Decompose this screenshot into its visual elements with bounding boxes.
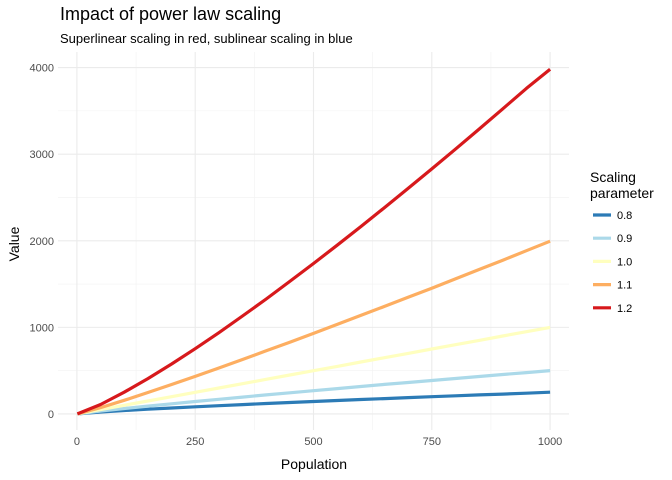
y-axis-ticks: 0 1000 2000 3000 4000 bbox=[30, 63, 54, 421]
x-axis-ticks: 0 250 500 750 1000 bbox=[74, 436, 562, 448]
legend-title-line-2: parameter bbox=[590, 185, 654, 201]
y-tick-label: 4000 bbox=[30, 63, 54, 75]
y-tick-label: 2000 bbox=[30, 236, 54, 248]
series-line-1.1 bbox=[76, 239, 551, 416]
series-line-0.8 bbox=[77, 390, 551, 416]
y-axis-title: Value bbox=[6, 226, 22, 261]
y-tick-label: 3000 bbox=[30, 149, 54, 161]
legend-title: Scaling parameter bbox=[590, 169, 654, 201]
legend-title-line-1: Scaling bbox=[590, 169, 636, 185]
y-tick-label: 0 bbox=[48, 409, 54, 421]
series-line-1.0 bbox=[77, 325, 551, 416]
legend-label-1.1: 1.1 bbox=[617, 280, 632, 292]
series-lines bbox=[76, 67, 552, 416]
legend-label-1.2: 1.2 bbox=[617, 303, 632, 315]
legend-label-0.9: 0.9 bbox=[617, 233, 632, 245]
legend: Scaling parameter 0.8 0.9 1.0 1.1 1.2 bbox=[590, 169, 654, 315]
chart-title: Impact of power law scaling bbox=[60, 4, 282, 24]
x-tick-label: 250 bbox=[186, 436, 204, 448]
legend-label-0.8: 0.8 bbox=[617, 210, 632, 222]
x-tick-label: 1000 bbox=[538, 436, 562, 448]
x-tick-label: 0 bbox=[74, 436, 80, 448]
y-tick-label: 1000 bbox=[30, 322, 54, 334]
x-tick-label: 750 bbox=[423, 436, 441, 448]
x-tick-label: 500 bbox=[304, 436, 322, 448]
legend-items: 0.8 0.9 1.0 1.1 1.2 bbox=[593, 210, 632, 315]
chart-subtitle: Superlinear scaling in red, sublinear sc… bbox=[60, 31, 353, 46]
x-axis-title: Population bbox=[281, 456, 347, 472]
legend-label-1.0: 1.0 bbox=[617, 256, 632, 268]
grid-lines bbox=[58, 52, 569, 430]
series-line-1.2 bbox=[76, 67, 552, 416]
series-line-0.9 bbox=[77, 369, 551, 416]
